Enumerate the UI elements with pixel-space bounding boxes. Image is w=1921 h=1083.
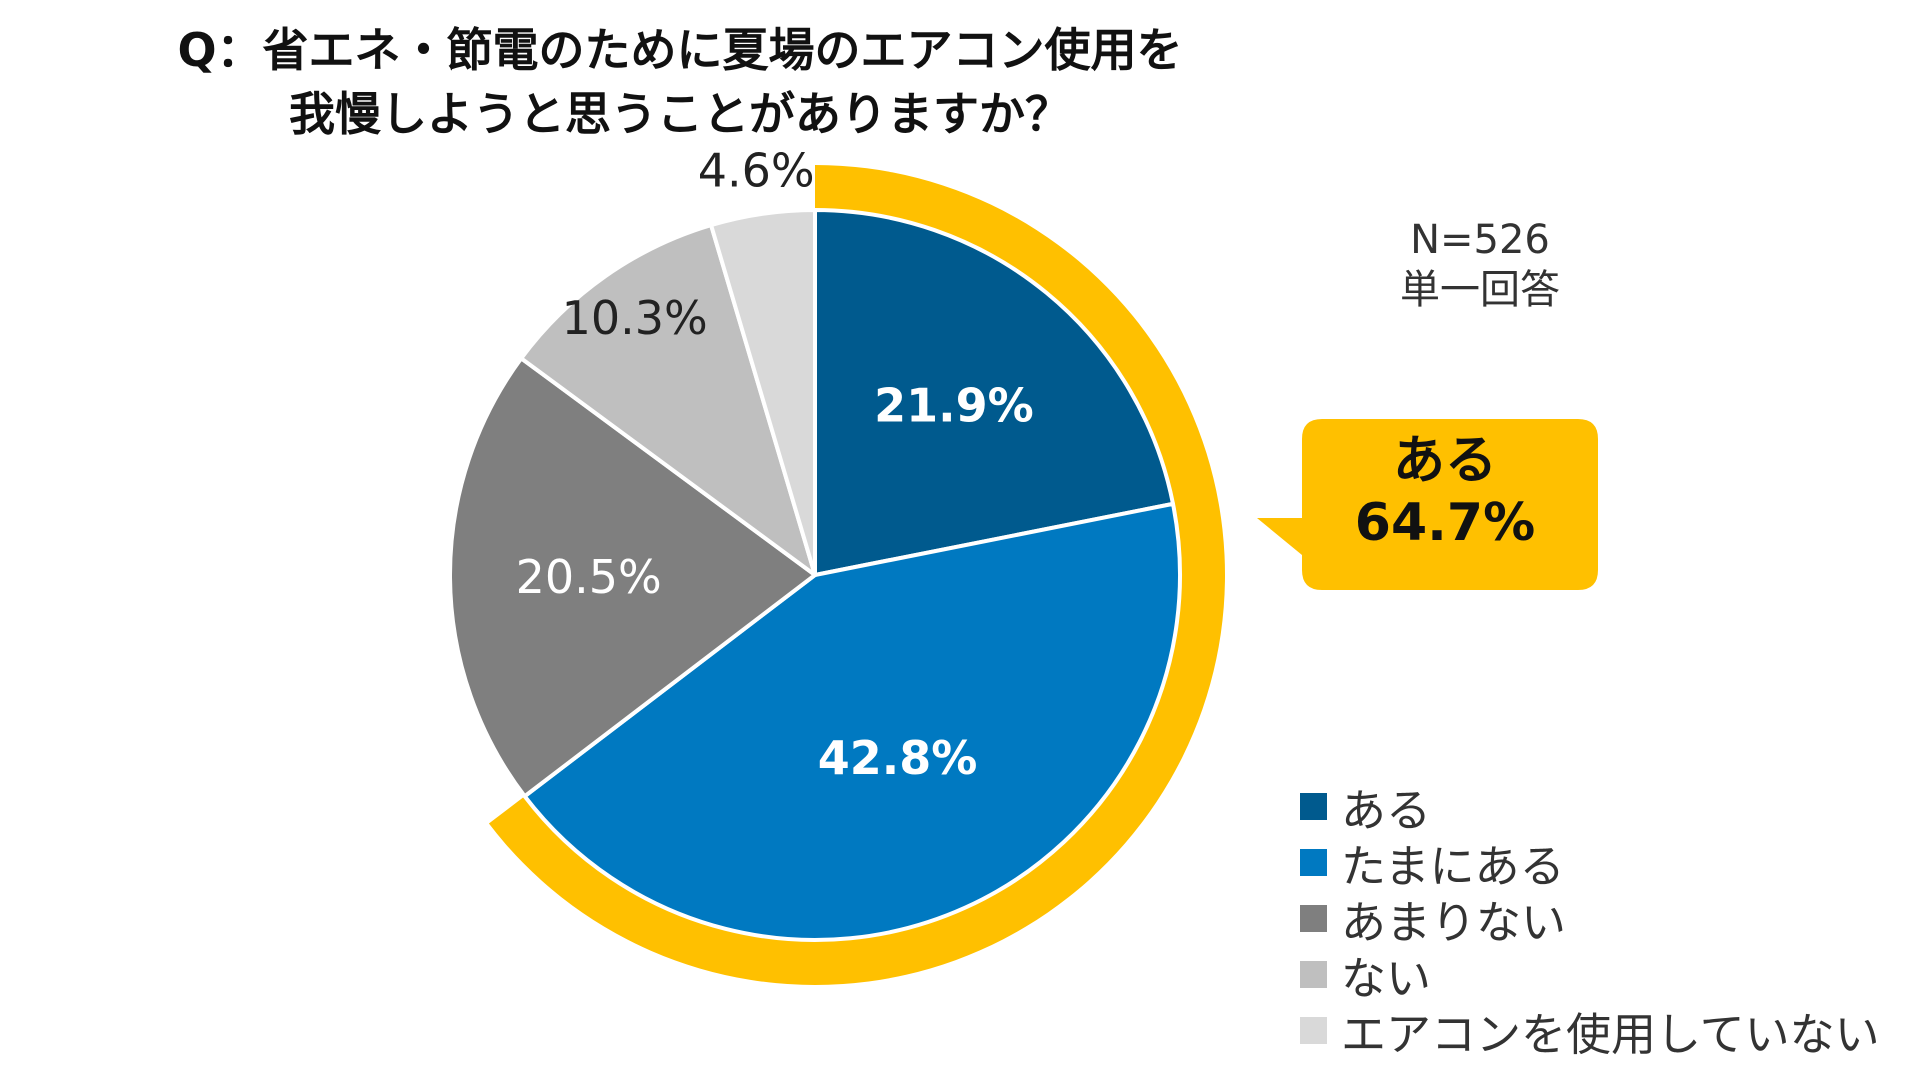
- pie-slice: [448, 356, 817, 799]
- legend-item: ある: [1300, 778, 1880, 837]
- callout-label: ある: [1392, 431, 1497, 491]
- pie-slice: [813, 208, 1175, 577]
- legend-item: エアコンを使用していない: [1300, 1002, 1880, 1061]
- title-line-1: Q：省エネ・節電のために夏場のエアコン使用を: [177, 23, 1183, 77]
- legend-swatch: [1300, 1016, 1327, 1044]
- sample-size-note: N=526: [1410, 217, 1550, 263]
- callout-layer: [1257, 419, 1598, 590]
- slice-data-label: 20.5%: [516, 550, 662, 604]
- legend-label: たまにある: [1341, 839, 1565, 893]
- legend-item: ない: [1300, 946, 1880, 1005]
- legend-label: エアコンを使用していない: [1341, 1007, 1880, 1061]
- title-line-2: 我慢しようと思うことがありますか？: [289, 87, 1071, 141]
- pie-slice: [519, 223, 817, 577]
- callout-value: 64.7%: [1354, 493, 1536, 553]
- pie-slice: [522, 501, 1182, 942]
- slice-data-label: 4.6%: [698, 143, 815, 197]
- legend: ある たまにある あまりない ない エアコンを使用していない: [1300, 778, 1880, 1061]
- slice-labels-layer: 21.9% 42.8% 20.5% 10.3% 4.6%: [516, 143, 1034, 785]
- legend-item: たまにある: [1300, 834, 1880, 893]
- legend-swatch: [1300, 904, 1327, 932]
- pie-slice: [709, 208, 817, 577]
- slice-data-label: 42.8%: [818, 731, 978, 785]
- slice-data-label: 10.3%: [562, 291, 708, 345]
- legend-swatch: [1300, 792, 1327, 820]
- pie-slices-layer: [448, 208, 1182, 942]
- chart-title: Q：省エネ・節電のために夏場のエアコン使用を 我慢しようと思うことがありますか？: [0, 18, 1360, 146]
- callout-bubble: [1257, 419, 1598, 590]
- legend-item: あまりない: [1300, 890, 1880, 949]
- answer-type-note: 単一回答: [1400, 267, 1560, 313]
- legend-label: あまりない: [1341, 895, 1567, 949]
- legend-swatch: [1300, 848, 1327, 876]
- legend-swatch: [1300, 960, 1327, 988]
- legend-label: ない: [1341, 951, 1432, 1005]
- callout-text: ある 64.7%: [1295, 430, 1595, 554]
- legend-label: ある: [1341, 783, 1432, 837]
- slice-data-label: 21.9%: [874, 379, 1034, 433]
